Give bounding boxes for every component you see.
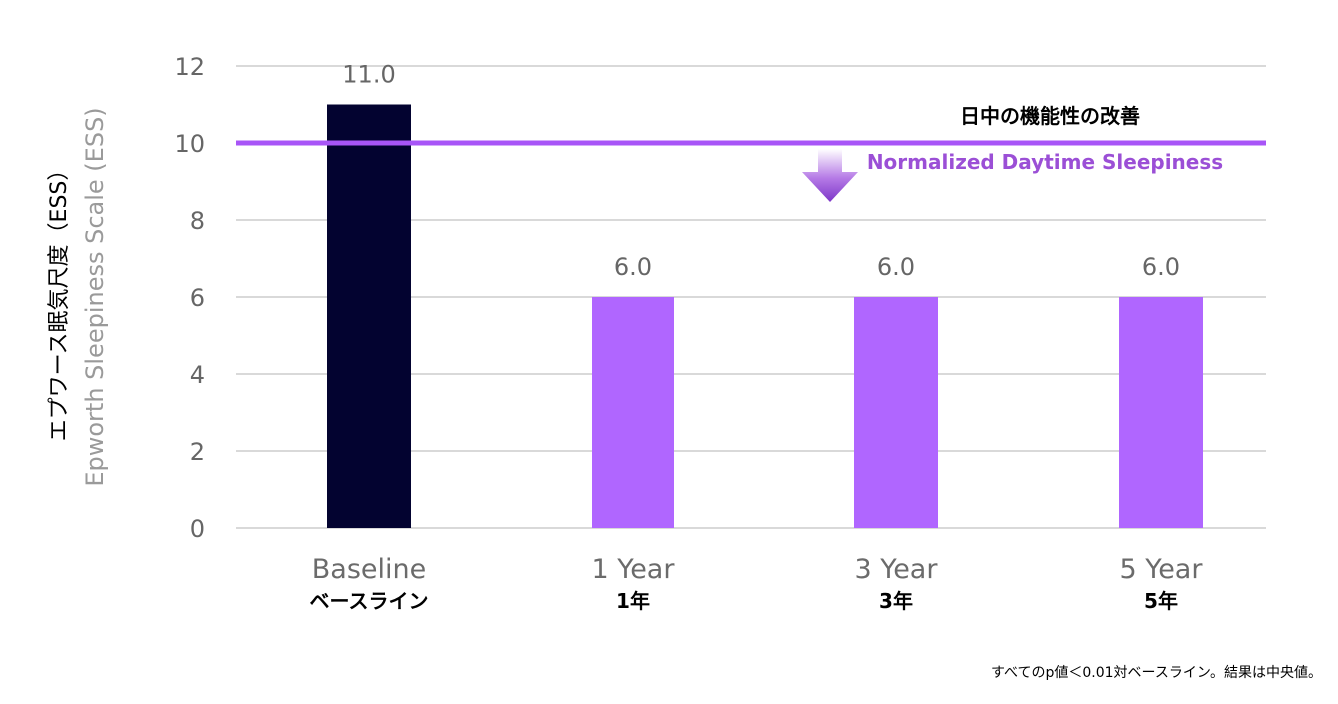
- data-label: 6.0: [1142, 253, 1180, 281]
- x-tick-label: 3 Year: [855, 554, 939, 585]
- y-tick-label: 6: [190, 284, 205, 312]
- y-tick-label: 10: [174, 130, 205, 158]
- bar: [592, 297, 674, 528]
- bar: [1119, 297, 1203, 528]
- x-tick-label: 5 Year: [1120, 554, 1204, 585]
- footnote: すべてのp値＜0.01対ベースライン。結果は中央値。: [991, 665, 1322, 681]
- data-label: 6.0: [877, 253, 915, 281]
- x-tick-label: 1 Year: [592, 554, 676, 585]
- y-tick-label: 2: [190, 438, 205, 466]
- y-axis-label-en: Epworth Sleepiness Scale (ESS): [81, 107, 109, 486]
- bar: [854, 297, 938, 528]
- x-tick-label-ja: ベースライン: [310, 589, 429, 613]
- x-tick-label-ja: 1年: [616, 589, 650, 613]
- data-label: 11.0: [342, 61, 395, 89]
- x-tick-label-ja: 5年: [1144, 589, 1178, 613]
- bar: [327, 104, 411, 528]
- data-label: 6.0: [614, 253, 652, 281]
- reference-label-en: Normalized Daytime Sleepiness: [867, 150, 1223, 174]
- y-tick-label: 0: [190, 515, 205, 543]
- data-labels: 11.0 6.0 6.0 6.0: [342, 61, 1180, 282]
- y-tick-label: 8: [190, 207, 205, 235]
- bars: [327, 104, 1203, 528]
- x-axis-labels: Baseline ベースライン 1 Year 1年 3 Year 3年 5 Year 5年: [310, 554, 1204, 613]
- y-axis-label-ja: エプワース眠気尺度（ESS）: [47, 159, 72, 442]
- down-arrow-icon: [802, 149, 858, 202]
- y-axis-ticks: 0 2 4 6 8 10 12: [174, 53, 205, 543]
- x-tick-label-ja: 3年: [879, 589, 913, 613]
- y-tick-label: 4: [190, 361, 205, 389]
- y-tick-label: 12: [174, 53, 205, 81]
- x-tick-label: Baseline: [312, 554, 426, 585]
- reference-label-ja: 日中の機能性の改善: [960, 104, 1140, 128]
